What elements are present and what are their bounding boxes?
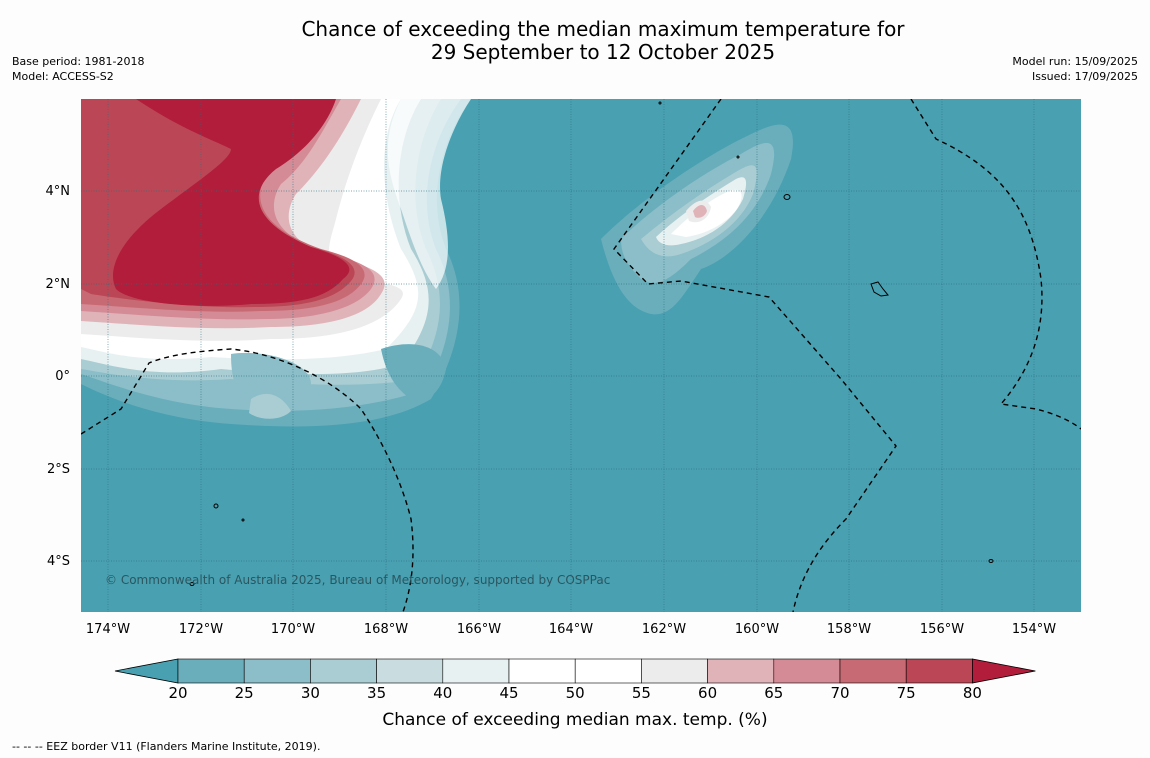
colorbar-tick-label: 80 bbox=[962, 684, 982, 702]
lat-label-2n: 2°N bbox=[45, 277, 71, 292]
lon-label-174w: 174°W bbox=[85, 622, 131, 637]
gridlines bbox=[81, 99, 1081, 612]
lon-label-164w: 164°W bbox=[548, 622, 594, 637]
colorbar-tick-label: 35 bbox=[367, 684, 387, 702]
colorbar-tick-label: 70 bbox=[830, 684, 850, 702]
colorbar-extend-high bbox=[972, 658, 1036, 684]
colorbar-extend-low bbox=[114, 658, 179, 684]
colorbar-tick-label: 40 bbox=[433, 684, 453, 702]
model-name: Model: ACCESS-S2 bbox=[12, 70, 114, 83]
warm-anomaly-central bbox=[601, 124, 793, 315]
cool-patch bbox=[381, 344, 446, 401]
copyright-text: © Commonwealth of Australia 2025, Bureau… bbox=[105, 573, 610, 587]
colorbar-label: Chance of exceeding median max. temp. (%… bbox=[382, 710, 768, 730]
meta-left: Base period: 1981-2018 Model: ACCESS-S2 bbox=[12, 54, 144, 84]
lon-label-158w: 158°W bbox=[826, 622, 872, 637]
title-line-2: 29 September to 12 October 2025 bbox=[430, 40, 776, 64]
base-period: Base period: 1981-2018 bbox=[12, 55, 145, 68]
lon-label-168w: 168°W bbox=[363, 622, 409, 637]
lon-label-170w: 170°W bbox=[270, 622, 316, 637]
colorbar-tick-label: 20 bbox=[168, 684, 188, 702]
colorbar-tick-label: 55 bbox=[631, 684, 651, 702]
colorbar-cell bbox=[839, 658, 907, 684]
islands bbox=[189, 101, 994, 586]
colorbar-cell bbox=[905, 658, 973, 684]
lon-label-154w: 154°W bbox=[1011, 622, 1057, 637]
colorbar-cell bbox=[508, 658, 576, 684]
map-title: Chance of exceeding the median maximum t… bbox=[0, 18, 1150, 64]
colorbar-cell bbox=[243, 658, 311, 684]
colorbar-tick-label: 45 bbox=[499, 684, 519, 702]
colorbar bbox=[114, 658, 1036, 684]
colorbar-cell bbox=[574, 658, 642, 684]
colorbar-tick-label: 75 bbox=[896, 684, 916, 702]
meta-right: Model run: 15/09/2025 Issued: 17/09/2025 bbox=[1012, 54, 1138, 84]
model-run: Model run: 15/09/2025 bbox=[1012, 55, 1138, 68]
lat-label-0: 0° bbox=[55, 369, 70, 384]
title-line-1: Chance of exceeding the median maximum t… bbox=[301, 17, 905, 41]
colorbar-cell bbox=[310, 658, 377, 684]
map-svg: © Commonwealth of Australia 2025, Bureau… bbox=[81, 99, 1081, 612]
issued-date: Issued: 17/09/2025 bbox=[1031, 70, 1138, 83]
lon-label-172w: 172°W bbox=[178, 622, 224, 637]
eez-footnote: -- -- -- EEZ border V11 (Flanders Marine… bbox=[12, 740, 321, 753]
colorbar-cell bbox=[641, 658, 708, 684]
colorbar-cell bbox=[177, 658, 245, 684]
colorbar-tick-label: 50 bbox=[565, 684, 585, 702]
lat-label-4s: 4°S bbox=[46, 554, 70, 569]
lon-label-160w: 160°W bbox=[734, 622, 780, 637]
lon-label-156w: 156°W bbox=[919, 622, 965, 637]
forecast-map: © Commonwealth of Australia 2025, Bureau… bbox=[81, 99, 1081, 612]
colorbar-tick-label: 60 bbox=[698, 684, 718, 702]
lat-label-2s: 2°S bbox=[46, 462, 70, 477]
lon-label-166w: 166°W bbox=[456, 622, 502, 637]
colorbar-tick-label: 30 bbox=[300, 684, 320, 702]
colorbar-cell bbox=[376, 658, 444, 684]
eez-borders bbox=[81, 99, 1081, 612]
lat-label-4n: 4°N bbox=[45, 184, 71, 199]
colorbar-cell bbox=[442, 658, 510, 684]
colorbar-cell bbox=[707, 658, 775, 684]
lon-label-162w: 162°W bbox=[641, 622, 687, 637]
colorbar-tick-label: 25 bbox=[234, 684, 254, 702]
colorbar-cell bbox=[773, 658, 841, 684]
warm-anomaly-west bbox=[81, 99, 471, 427]
colorbar-tick-label: 65 bbox=[764, 684, 784, 702]
